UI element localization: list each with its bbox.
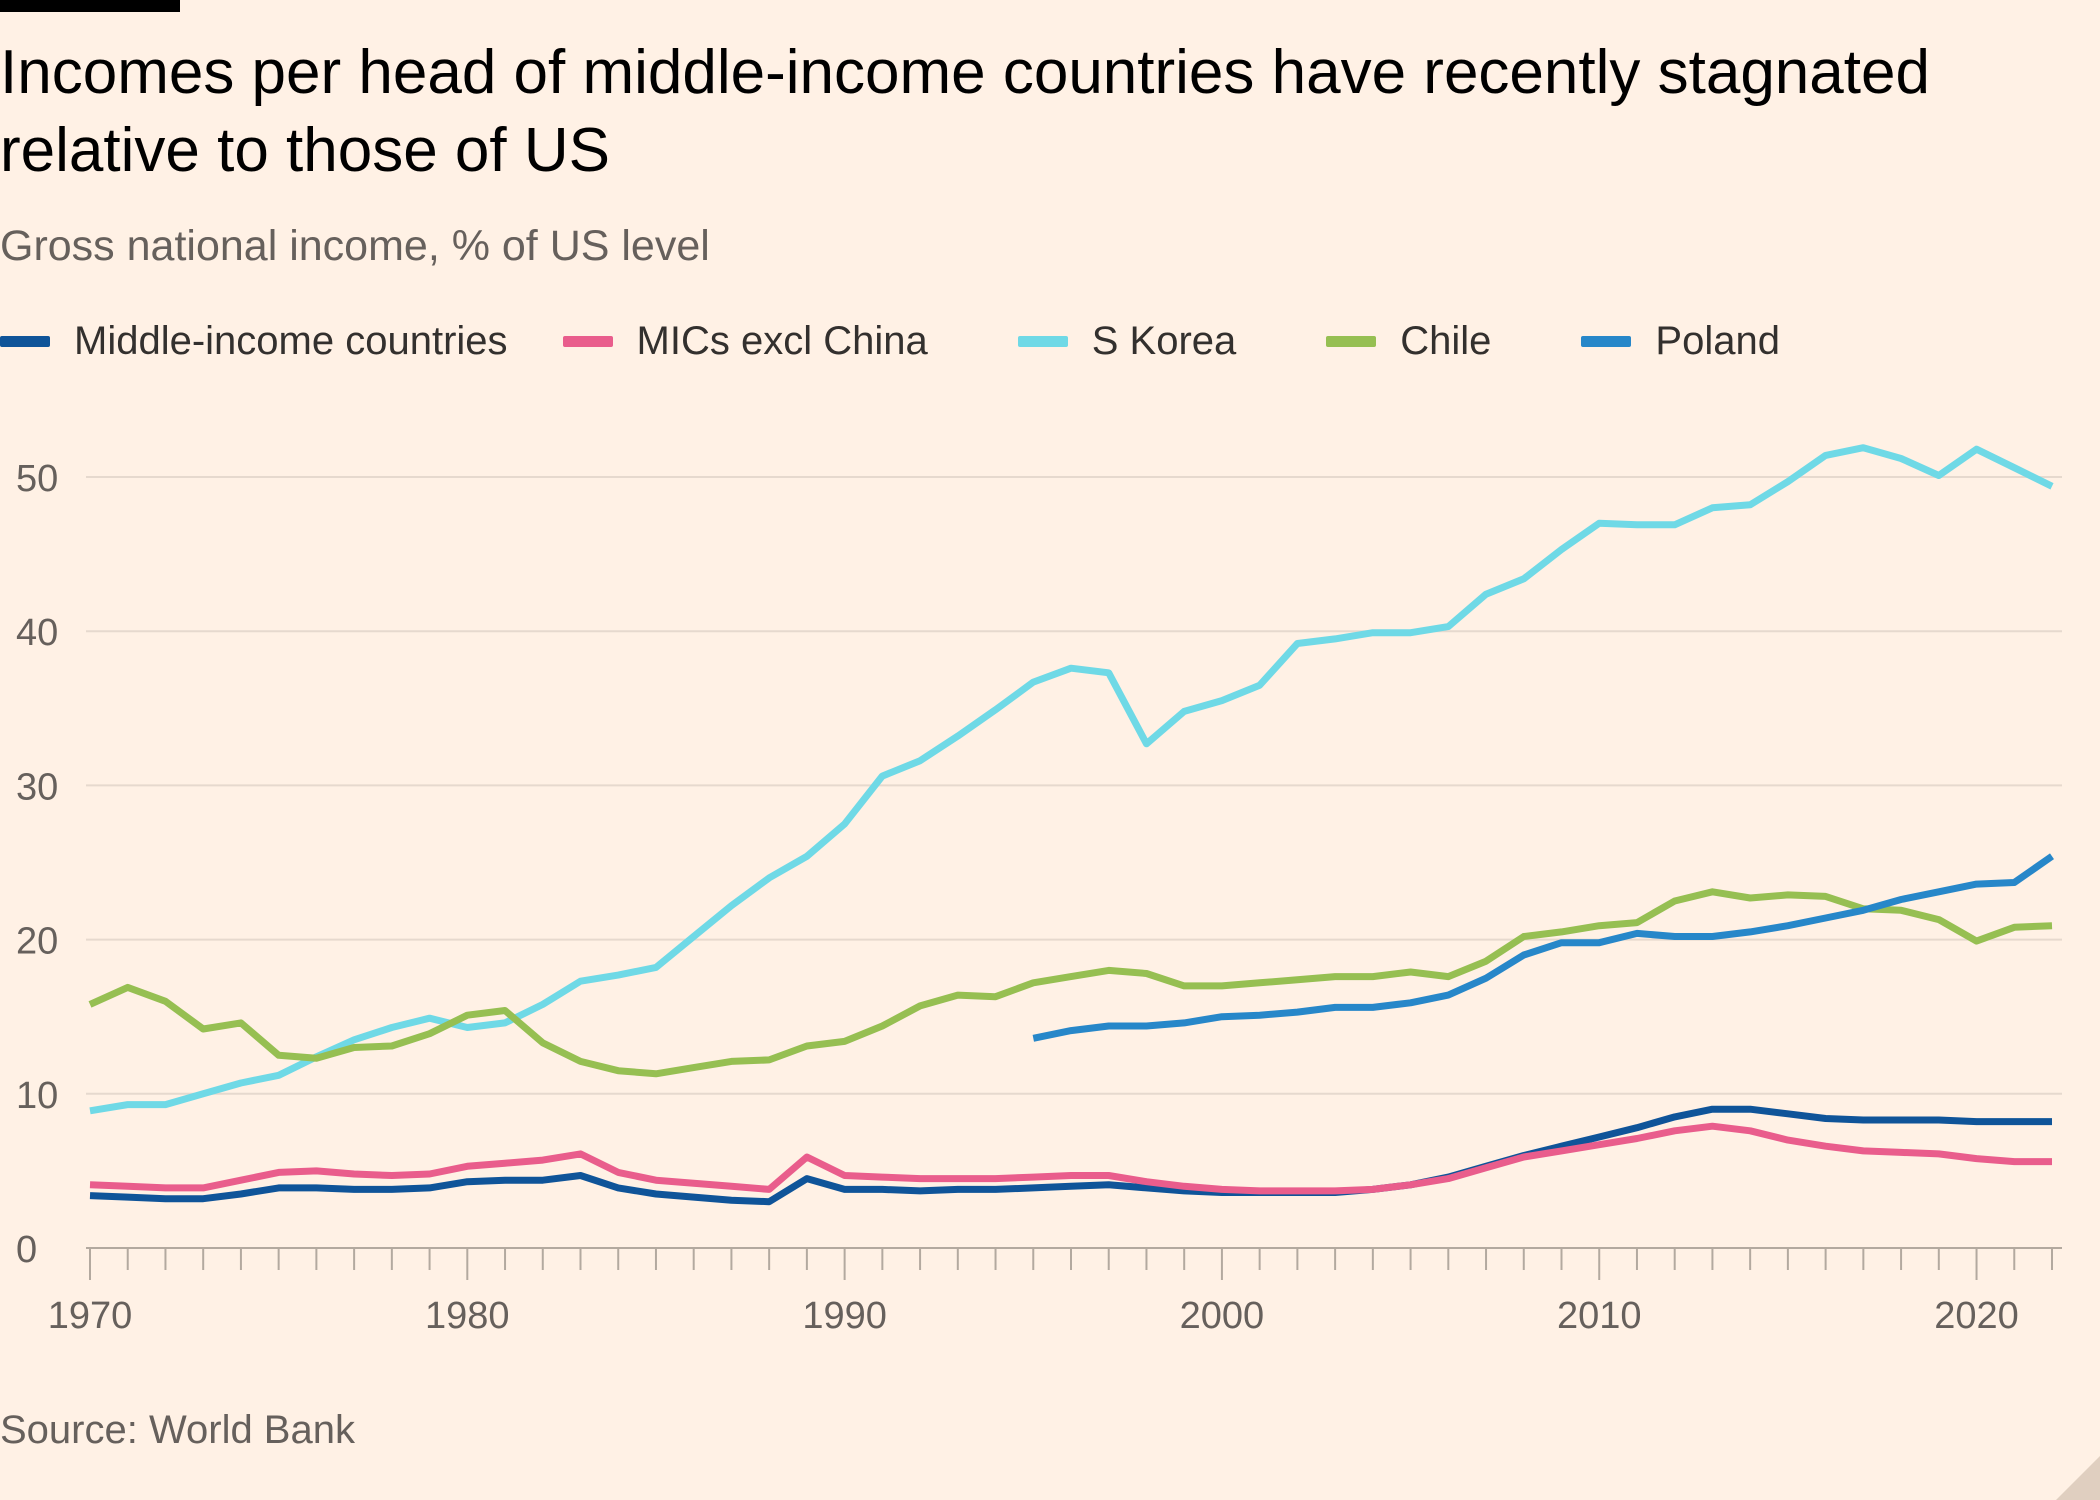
series-line-s-korea [89,444,2054,1115]
y-tick-label: 10 [16,1075,58,1117]
x-tick-label: 1970 [48,1295,133,1337]
legend-swatch [1581,335,1632,347]
y-tick-label: 0 [16,1229,37,1271]
brand-bar [0,0,180,12]
x-tick-label: 1990 [802,1295,887,1337]
series-lines [88,444,2054,1206]
series-line-middle-income-countries [89,1105,2052,1206]
legend-item-s-korea: S Korea [1017,318,1237,364]
x-tick-label: 2000 [1180,1295,1265,1337]
legend-label: S Korea [1091,318,1237,363]
grid-lines [86,476,2062,1095]
legend-swatch [0,335,50,347]
y-tick-label: 40 [16,612,58,654]
chart-title: Incomes per head of middle-income countr… [0,38,1930,185]
legend-label: Poland [1655,318,1780,363]
x-tick-label: 2020 [1934,1295,2019,1337]
legend-label: Middle-income countries [74,318,508,363]
y-tick-label: 20 [16,921,58,963]
chart-legend: Middle-income countries MICs excl China S … [0,316,1780,366]
legend-item-chile: Chile [1326,319,1491,364]
legend-label: Chile [1400,318,1492,363]
legend-swatch [1326,335,1377,347]
source-note: Source: World Bank [0,1408,355,1452]
legend-swatch [562,335,613,347]
legend-swatch [1017,335,1068,347]
y-axis-labels: 0 10 20 30 40 50 [16,458,58,1271]
legend-item-mics-excl-china: MICs excl China [562,318,928,364]
legend-item-poland: Poland [1581,319,1780,364]
x-tick-label: 2010 [1557,1295,1642,1337]
y-tick-label: 30 [16,766,58,808]
y-tick-label: 50 [16,458,58,500]
x-axis: 1970 1980 1990 2000 2010 2020 [48,1247,2062,1337]
series-line-mics-excl-china [89,1122,2052,1195]
series-line-chile [88,888,2053,1078]
line-chart: 1970 1980 1990 2000 2010 2020 0 10 20 30 40 50 [16,444,2062,1337]
x-tick-label: 1980 [425,1295,510,1337]
legend-label: MICs excl China [636,318,928,363]
series-line-poland [1032,853,2054,1042]
chart-subtitle: Gross national income, % of US level [0,222,710,270]
legend-item-middle-income-countries: Middle-income countries [0,319,508,364]
corner-mark [2056,1456,2100,1500]
